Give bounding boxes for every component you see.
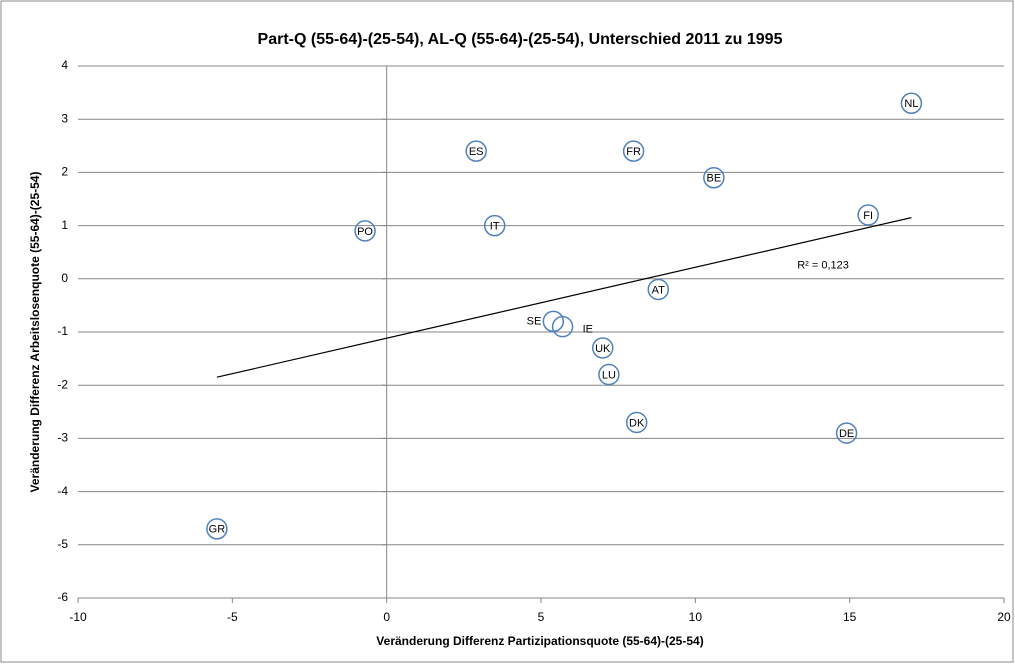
y-tick-label: -2 [57,377,68,391]
x-axis-title: Veränderung Differenz Partizipationsquot… [376,634,703,648]
y-tick-label: 0 [61,271,68,285]
point-label: AT [652,284,666,296]
point [551,315,574,338]
point-label: DE [839,428,854,440]
x-tick-label: 20 [997,610,1011,624]
point [703,166,725,189]
point [900,92,923,114]
point-label: PO [357,226,373,238]
point-label: NL [904,98,918,110]
point-label: ES [469,146,484,158]
point [857,204,879,226]
x-tick-label: -5 [227,610,238,624]
point [354,220,376,242]
x-tick-label: 15 [843,610,857,624]
y-tick-label: 3 [61,111,68,125]
point-label: DK [629,417,645,429]
point-label: FR [626,146,641,158]
y-tick-label: -4 [57,484,68,498]
x-tick-label: -10 [69,610,87,624]
x-tick-label: 5 [538,610,545,624]
point [625,411,648,434]
annotation: R² = 0,123 [797,259,849,271]
point [835,422,858,444]
chart-title: Part-Q (55-64)-(25-54), AL-Q (55-64)-(25… [258,31,783,48]
point-label: UK [595,343,611,355]
y-tick-label: -3 [57,431,68,445]
point [483,214,506,237]
point-label: GR [209,524,226,536]
y-tick-label: -5 [57,537,68,551]
point-label: SE [527,315,542,327]
y-tick-label: 4 [61,58,68,72]
y-tick-label: -1 [57,324,68,338]
y-tick-label: 2 [61,165,68,179]
point [206,518,228,540]
point [591,337,614,359]
point [465,140,487,162]
point [622,140,645,162]
point [598,363,620,386]
point-label: LU [602,369,616,381]
point [647,278,670,301]
point-label: FI [863,210,873,222]
point-label: IT [490,221,500,233]
y-tick-label: -6 [57,590,68,604]
y-axis-title: Veränderung Differenz Arbeitslosenquote … [28,172,42,493]
point-label: BE [707,173,722,185]
trendline [216,217,912,378]
x-tick-label: 0 [383,610,390,624]
y-tick-label: 1 [61,218,68,232]
point-label: IE [583,324,593,336]
x-tick-label: 10 [689,610,703,624]
